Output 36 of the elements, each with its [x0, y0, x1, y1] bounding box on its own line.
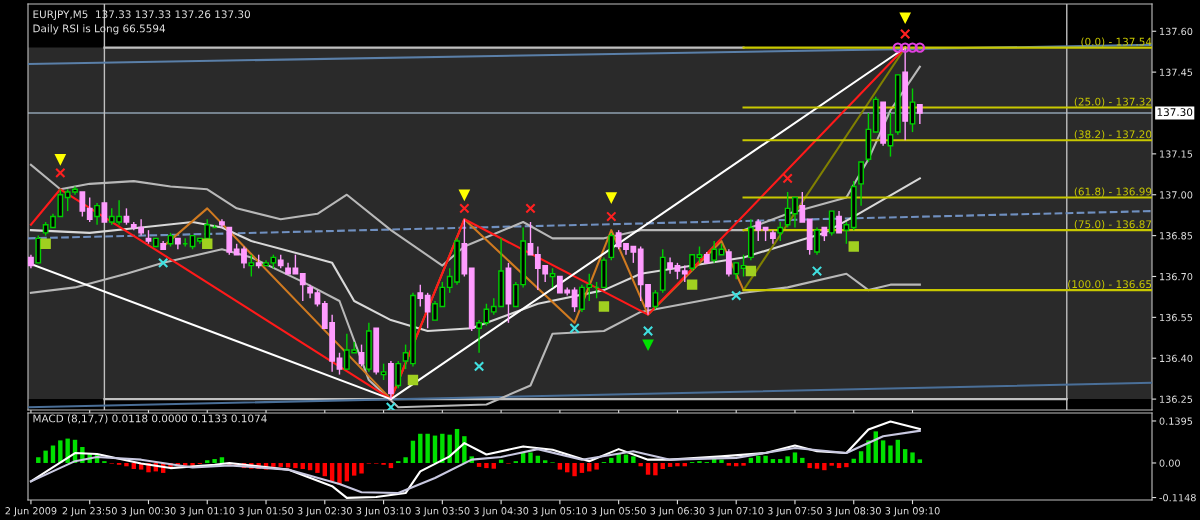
- y-tick-label: 0.1395: [1159, 417, 1193, 425]
- x-tick-label: 3 Jun 01:10: [180, 507, 235, 517]
- y-tick-label: 136.85: [1160, 232, 1193, 240]
- y-tick-label: 137.60: [1160, 27, 1193, 36]
- x-tick-label: 2 Jun 23:50: [62, 507, 117, 517]
- series-label: (100.0) - 136.65: [1068, 280, 1152, 290]
- chart-title: MACD (8,17,7) 0.0118 0.0000 0.1133 0.1074: [33, 414, 267, 424]
- y-tick-label: -0.1148: [1159, 494, 1196, 502]
- series-label: (75.0) - 136.87: [1074, 220, 1152, 230]
- series-label: (0.0) - 137.54: [1081, 37, 1152, 47]
- y-tick-label: 137.45: [1160, 68, 1193, 76]
- x-tick-label: 3 Jun 05:10: [532, 507, 588, 517]
- x-tick-label: 3 Jun 07:10: [709, 507, 764, 517]
- x-tick-label: 3 Jun 03:10: [356, 507, 411, 517]
- series-label: (25.0) - 137.32: [1074, 97, 1151, 107]
- x-tick-label: 3 Jun 08:30: [826, 507, 881, 517]
- x-tick-label: 3 Jun 00:30: [121, 507, 176, 517]
- x-tick-label: 2 Jun 2009: [5, 507, 57, 517]
- x-tick-label: 3 Jun 01:50: [238, 507, 294, 517]
- y-tick-label: 136.55: [1160, 313, 1193, 322]
- ref-line-label: 137.30: [1157, 108, 1193, 117]
- y-tick-label: 136.70: [1160, 272, 1193, 281]
- x-tick-label: 3 Jun 09:10: [885, 507, 940, 517]
- x-tick-label: 3 Jun 05:50: [591, 507, 646, 517]
- x-tick-label: 3 Jun 06:30: [650, 507, 705, 517]
- x-tick-label: 3 Jun 03:50: [415, 507, 470, 517]
- x-tick-label: 3 Jun 02:30: [297, 507, 352, 517]
- y-tick-label: 136.25: [1160, 395, 1193, 403]
- x-tick-label: 3 Jun 04:30: [474, 507, 529, 517]
- y-tick-label: 0.00: [1159, 459, 1180, 467]
- y-tick-label: 137.15: [1160, 150, 1193, 158]
- y-tick-label: 136.40: [1160, 354, 1193, 363]
- series-label: (38.2) - 137.20: [1074, 130, 1152, 140]
- y-tick-label: 137.00: [1160, 191, 1193, 199]
- series-label: (61.8) - 136.99: [1074, 187, 1152, 197]
- x-tick-label: 3 Jun 07:50: [767, 507, 823, 517]
